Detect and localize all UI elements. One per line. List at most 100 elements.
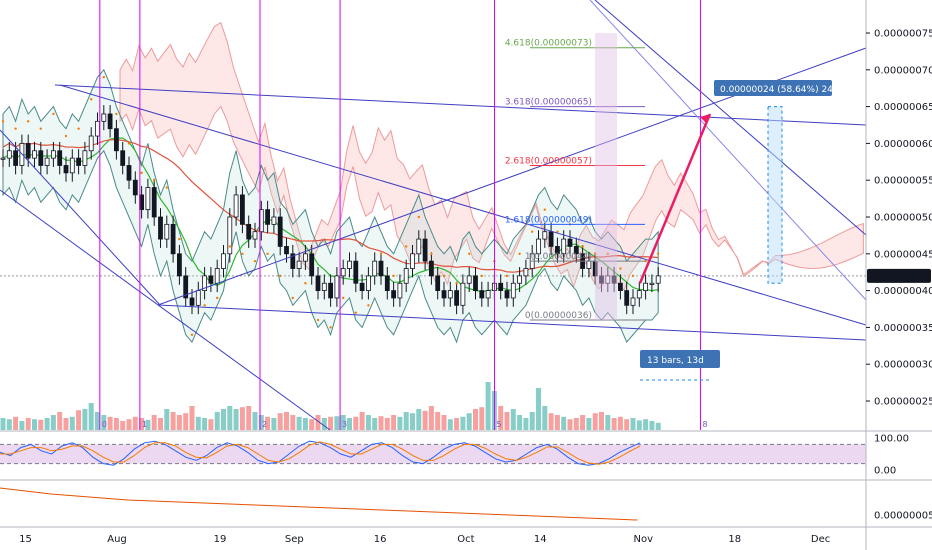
volume-bar (466, 413, 472, 430)
trend-line (0, 129, 161, 306)
candle-body (410, 253, 415, 269)
candle-body (365, 275, 371, 292)
candle-body (447, 290, 453, 299)
volume-bar (580, 415, 586, 430)
volume-bar (655, 422, 661, 430)
candle-body (643, 282, 648, 291)
fib-time-label: 1 (142, 420, 147, 429)
volume-bar (649, 421, 655, 430)
sar-dot (316, 318, 320, 322)
candle-body (611, 275, 617, 284)
sar-dot (379, 252, 383, 255)
candle-body (498, 282, 504, 291)
candle-body (372, 260, 378, 277)
volume-bar (302, 418, 308, 430)
candle-body (284, 246, 289, 255)
current-price-badge (867, 268, 931, 283)
candle-body (567, 238, 573, 247)
candle-body (145, 187, 151, 211)
fib-zone (595, 33, 617, 321)
projection-arrow (638, 113, 712, 284)
candle-body (233, 194, 239, 218)
candle-body (120, 150, 126, 166)
candle-body (44, 157, 50, 166)
volume-bar (258, 415, 264, 430)
candle-body (0, 157, 6, 160)
volume-bar (504, 412, 510, 430)
candle-body (422, 238, 428, 262)
volume-bar (554, 415, 560, 430)
volume-bar (617, 416, 623, 430)
sar-dot (203, 304, 206, 307)
volume-bar (44, 418, 50, 430)
volume-bar (195, 416, 201, 430)
volume-bar (397, 416, 403, 430)
candle-body (334, 275, 340, 299)
volume-bar (214, 412, 220, 430)
sar-dot (228, 245, 231, 248)
candle-body (176, 253, 182, 277)
sar-dot (279, 274, 282, 278)
volume-bar (592, 413, 598, 430)
volume-bar (151, 415, 157, 430)
price-tick-label: 0.00000035 (874, 323, 932, 334)
volume-bar (221, 409, 226, 430)
candle-body (403, 268, 409, 284)
candle-body (101, 113, 107, 122)
volume-bar (611, 418, 617, 430)
trend-line (157, 304, 867, 341)
price-tick-label: 0.00000025 (874, 397, 932, 408)
volume-bar (510, 409, 516, 430)
volume-bar (328, 416, 334, 430)
candle-body (542, 231, 548, 240)
candle-body (460, 282, 466, 306)
volume-bar (372, 418, 378, 430)
sar-dot (253, 259, 257, 263)
volume-bar (101, 415, 107, 430)
volume-bar (233, 409, 239, 430)
sar-dot (216, 296, 219, 300)
volume-bar (359, 412, 365, 430)
trend-line (59, 84, 867, 326)
sar-dot (442, 274, 446, 278)
volume-bar (25, 418, 31, 430)
fib-time-label: 8 (702, 420, 707, 429)
sar-dot (140, 171, 143, 175)
price-tick-label: 0.00000075 (874, 29, 932, 40)
stoch-band (0, 444, 866, 464)
sar-dot (190, 333, 194, 336)
sar-dot (405, 245, 408, 248)
candle-body (239, 194, 245, 225)
volume-bar (69, 416, 75, 430)
candle-body (296, 260, 302, 269)
candle-body (347, 260, 352, 269)
lower-indicator-line (0, 487, 638, 521)
candle-body (25, 142, 31, 159)
volume-bar (50, 415, 56, 430)
volume-bar (498, 406, 504, 430)
volume-bar (573, 418, 579, 430)
time-tick-label: 16 (374, 534, 387, 545)
candle-body (328, 282, 334, 299)
sar-dot (39, 127, 42, 130)
stochastic-pane: 100.00 0.00 (0, 434, 909, 477)
sar-dot (64, 134, 68, 138)
volume-bar (170, 412, 176, 430)
candle-body (523, 268, 529, 277)
volume-bar (132, 416, 138, 430)
volume-bar (290, 415, 296, 430)
sar-dot (505, 274, 509, 278)
sar-dot (430, 252, 433, 255)
candle-body (435, 275, 441, 292)
candle-body (618, 282, 623, 291)
fib-level-label: 2.618(0.00000057) (505, 156, 592, 166)
stoch-d-line (0, 441, 641, 465)
volume-bar (403, 412, 409, 430)
volume-bar (365, 415, 371, 430)
candle-body (126, 165, 132, 181)
trend-line (594, 0, 867, 236)
candle-body (340, 268, 346, 277)
volume-bar (517, 415, 523, 430)
time-tick-label: 19 (214, 534, 227, 545)
volume-bar (586, 418, 592, 430)
